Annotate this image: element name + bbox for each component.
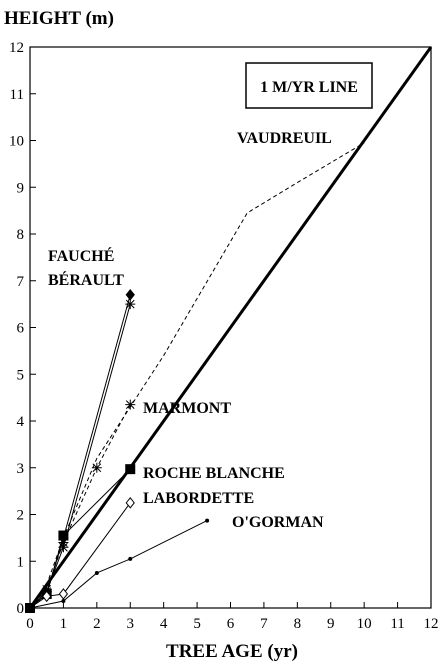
marker xyxy=(91,462,102,473)
x-tick-label: 5 xyxy=(193,616,201,632)
origin-marker xyxy=(25,603,35,613)
x-tick-label: 11 xyxy=(390,616,404,632)
y-tick-label: 9 xyxy=(17,180,25,196)
x-tick-label: 2 xyxy=(93,616,101,632)
x-tick-label: 1 xyxy=(60,616,68,632)
series-line xyxy=(29,303,131,609)
y-tick-label: 0 xyxy=(17,601,25,617)
series-label: BÉRAULT xyxy=(48,270,124,289)
y-tick-label: 3 xyxy=(17,461,25,477)
series-label: ROCHE BLANCHE xyxy=(143,465,285,482)
x-tick-label: 3 xyxy=(127,616,135,632)
series-line xyxy=(29,468,131,609)
marker xyxy=(125,497,135,509)
x-tick-label: 8 xyxy=(294,616,302,632)
marker xyxy=(58,537,69,548)
series-line xyxy=(29,294,131,609)
marker xyxy=(58,530,69,541)
marker xyxy=(205,518,210,523)
series-label: MARMONT xyxy=(143,400,231,417)
y-tick-label: 2 xyxy=(17,508,25,524)
x-axis-title: TREE AGE (yr) xyxy=(166,641,298,662)
x-tick-label: 9 xyxy=(327,616,335,632)
series-label: O'GORMAN xyxy=(232,514,324,531)
y-tick-label: 5 xyxy=(17,367,25,383)
series-label: VAUDREUIL xyxy=(237,130,332,147)
y-tick-label: 4 xyxy=(17,414,25,430)
series-label: 1 M/YR LINE xyxy=(260,79,358,96)
series-label: LABORDETTE xyxy=(143,490,254,507)
y-tick-label: 1 xyxy=(17,554,25,570)
y-tick-label: 6 xyxy=(17,321,25,337)
x-tick-label: 4 xyxy=(160,616,168,632)
series-line xyxy=(29,404,131,609)
x-tick-label: 6 xyxy=(227,616,235,632)
label-box xyxy=(245,62,373,109)
marker xyxy=(61,598,66,603)
y-tick-label: 11 xyxy=(10,87,24,103)
y-tick-label: 12 xyxy=(9,40,24,56)
x-tick-label: 12 xyxy=(424,616,439,632)
marker xyxy=(125,464,136,475)
marker xyxy=(94,570,99,575)
marker xyxy=(125,288,135,301)
y-tick-label: 8 xyxy=(17,227,25,243)
marker xyxy=(58,588,69,600)
y-axis-title: HEIGHT (m) xyxy=(4,8,114,29)
x-tick-label: 10 xyxy=(357,616,372,632)
series-line xyxy=(28,46,433,609)
y-tick-label: 10 xyxy=(9,134,24,150)
marker xyxy=(128,556,133,561)
series-line xyxy=(29,502,131,609)
y-tick-label: 7 xyxy=(17,274,25,290)
marker xyxy=(125,299,136,310)
marker xyxy=(42,590,52,603)
marker xyxy=(125,399,136,410)
x-tick-label: 7 xyxy=(260,616,268,632)
x-tick-label: 0 xyxy=(26,616,34,632)
series-label: FAUCHÉ xyxy=(48,246,114,265)
